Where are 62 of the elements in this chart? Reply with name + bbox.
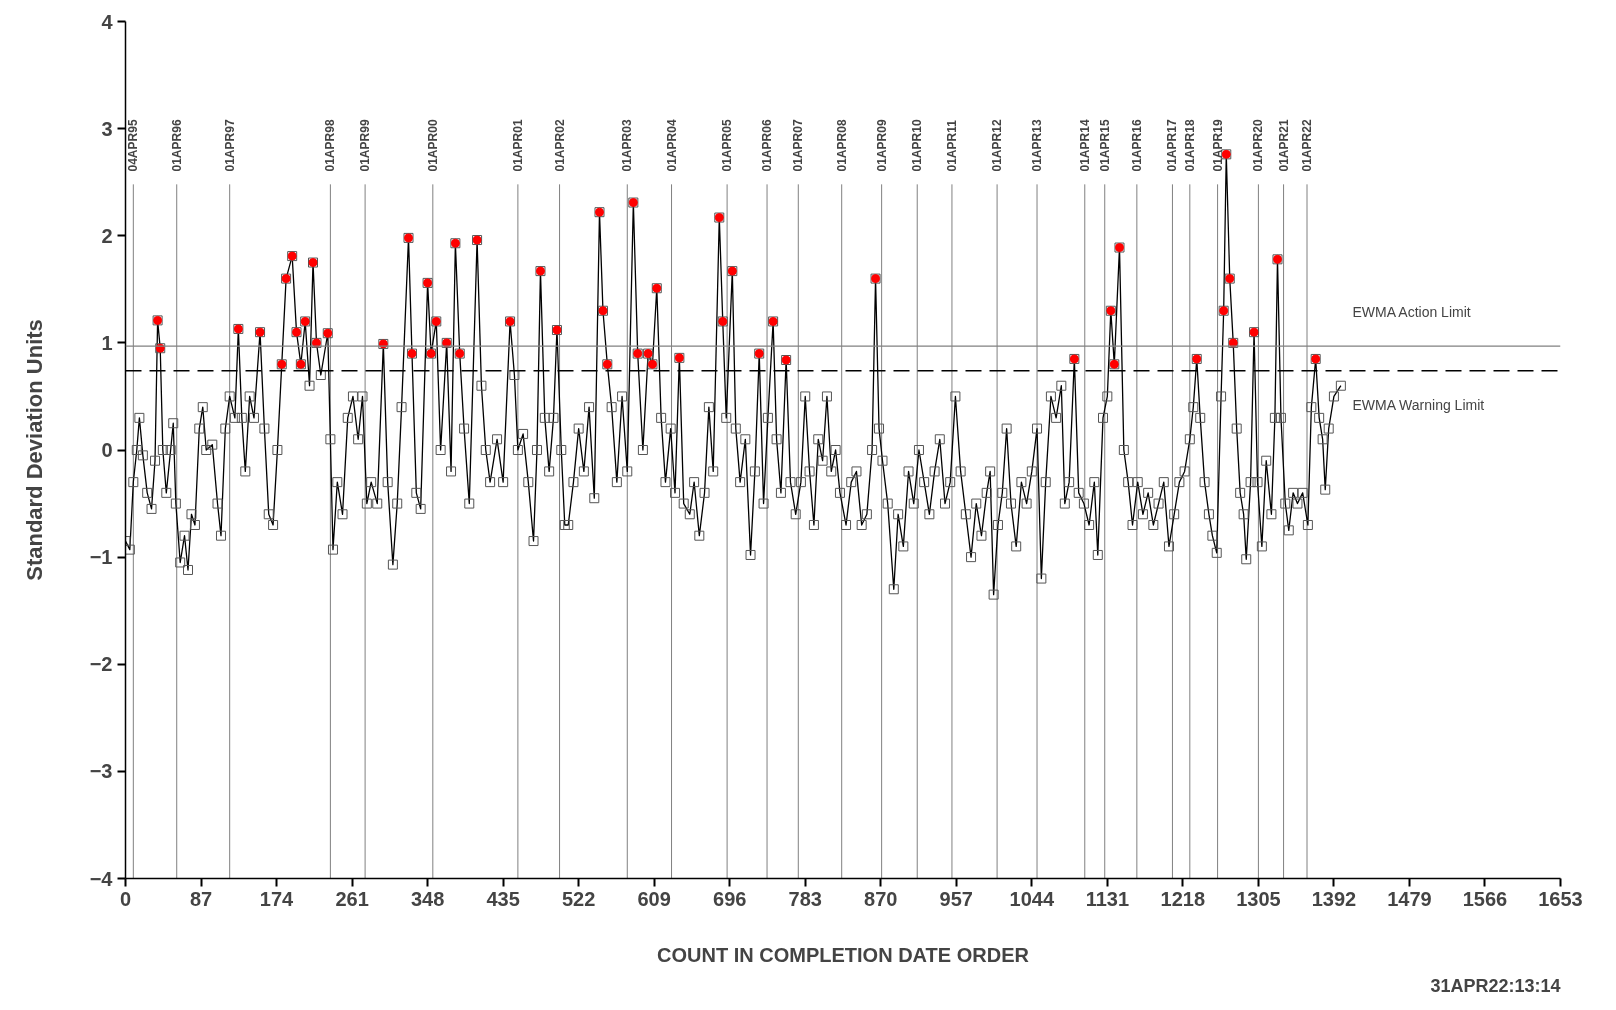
y-axis-title: Standard Deviation Units bbox=[21, 319, 47, 581]
ref-line-label: 01APR14 bbox=[1077, 119, 1092, 172]
ref-line-label: 01APR08 bbox=[834, 119, 849, 172]
x-tick-label: 1566 bbox=[1462, 887, 1508, 910]
ref-line-label: 01APR97 bbox=[222, 119, 237, 172]
y-tick-label: 0 bbox=[101, 439, 113, 461]
ref-line-label: 01APR17 bbox=[1165, 119, 1180, 172]
ref-line-label: 01APR04 bbox=[664, 119, 679, 172]
x-tick-label: 1392 bbox=[1311, 887, 1357, 910]
ref-line-label: 01APR07 bbox=[791, 119, 806, 172]
ref-line-label: 01APR16 bbox=[1129, 119, 1144, 172]
ref-line-label: 01APR13 bbox=[1030, 119, 1045, 172]
ref-line-label: 01APR02 bbox=[552, 119, 567, 172]
text: 31APR22:13:14 bbox=[1430, 975, 1561, 996]
x-tick-label: 870 bbox=[864, 887, 898, 910]
ref-line-label: EWMA Action Limit bbox=[1352, 303, 1471, 320]
ref-line-label: 01APR19 bbox=[1210, 119, 1225, 172]
x-tick-label: 957 bbox=[939, 887, 973, 910]
ref-line-label: 01APR96 bbox=[169, 119, 184, 172]
x-tick-label: 87 bbox=[189, 887, 213, 910]
ref-line-label: 01APR11 bbox=[944, 119, 959, 172]
x-tick-label: 435 bbox=[486, 887, 520, 910]
x-tick-label: 1653 bbox=[1538, 887, 1583, 910]
x-tick-label: 522 bbox=[561, 887, 596, 910]
ref-line-label: 01APR00 bbox=[425, 119, 440, 172]
x-tick-label: 348 bbox=[410, 887, 445, 910]
x-tick-label: 609 bbox=[637, 887, 671, 910]
ref-line-label: 01APR99 bbox=[358, 119, 373, 172]
ref-line-label: 01APR20 bbox=[1251, 119, 1266, 172]
x-tick-label: 783 bbox=[788, 887, 822, 910]
ref-line-label: 01APR01 bbox=[510, 119, 525, 172]
y-tick-label: 1 bbox=[101, 331, 113, 354]
y-tick-label: 3 bbox=[101, 117, 113, 140]
ref-line-label: 01APR22 bbox=[1300, 119, 1315, 172]
y-tick-label: −3 bbox=[89, 760, 113, 783]
ref-line-label: 01APR18 bbox=[1182, 119, 1197, 172]
x-tick-label: 1479 bbox=[1387, 887, 1432, 910]
y-tick-label: −2 bbox=[89, 653, 113, 676]
x-axis-title: COUNT IN COMPLETION DATE ORDER bbox=[657, 943, 1030, 966]
x-tick-label: 1218 bbox=[1160, 887, 1206, 910]
ref-line-label: 01APR06 bbox=[760, 119, 775, 172]
ref-line-label: EWMA Warning Limit bbox=[1352, 397, 1485, 414]
x-tick-label: 1044 bbox=[1009, 887, 1055, 910]
y-tick-label: 2 bbox=[101, 224, 113, 247]
ref-line-label: 01APR15 bbox=[1097, 119, 1112, 172]
y-tick-label: 4 bbox=[101, 10, 114, 33]
x-tick-label: 1131 bbox=[1085, 887, 1130, 910]
ref-line-label: 01APR12 bbox=[990, 119, 1005, 172]
x-tick-label: 174 bbox=[259, 887, 295, 910]
ref-line-label: 01APR09 bbox=[874, 119, 889, 172]
x-tick-label: 0 bbox=[119, 887, 132, 910]
x-tick-label: 696 bbox=[713, 887, 747, 910]
ref-line-label: 01APR05 bbox=[720, 119, 735, 172]
y-tick-label: −1 bbox=[89, 546, 113, 569]
ref-line-label: 01APR03 bbox=[620, 119, 635, 172]
x-tick-label: 261 bbox=[335, 887, 369, 910]
ref-line-label: 01APR98 bbox=[323, 119, 338, 172]
ref-line-label: 04APR95 bbox=[126, 119, 141, 172]
y-tick-label: −4 bbox=[89, 867, 114, 890]
x-tick-label: 1305 bbox=[1236, 887, 1281, 910]
ref-line-label: 01APR21 bbox=[1276, 119, 1291, 172]
ref-line-label: 01APR10 bbox=[910, 119, 925, 172]
